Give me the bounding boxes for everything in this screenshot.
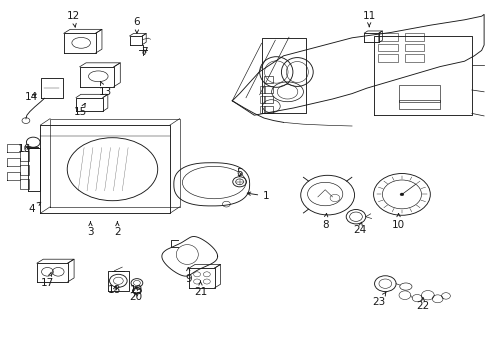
Bar xyxy=(264,86,272,93)
Bar xyxy=(404,33,424,41)
Bar xyxy=(377,44,397,51)
Bar xyxy=(20,165,28,175)
Text: 19: 19 xyxy=(129,285,142,295)
Bar xyxy=(264,76,272,83)
Bar xyxy=(398,85,439,102)
Text: 7: 7 xyxy=(141,47,147,57)
Bar xyxy=(260,96,264,103)
Text: 23: 23 xyxy=(371,292,385,307)
Bar xyxy=(260,106,264,113)
Text: 17: 17 xyxy=(41,272,55,288)
Text: 2: 2 xyxy=(114,222,121,237)
Bar xyxy=(20,151,28,161)
Text: 4: 4 xyxy=(28,202,41,214)
Bar xyxy=(264,106,272,113)
Bar xyxy=(20,179,28,189)
Bar xyxy=(377,33,397,41)
Text: 6: 6 xyxy=(133,17,140,33)
Circle shape xyxy=(399,193,403,196)
Bar xyxy=(404,54,424,62)
Text: 13: 13 xyxy=(98,81,112,97)
Text: 14: 14 xyxy=(25,92,39,102)
Bar xyxy=(264,96,272,103)
Text: 8: 8 xyxy=(321,213,328,230)
Bar xyxy=(377,54,397,62)
Text: 21: 21 xyxy=(193,281,207,297)
Text: 9: 9 xyxy=(184,267,191,284)
Text: 10: 10 xyxy=(391,213,404,230)
Text: 15: 15 xyxy=(74,103,87,117)
Text: 16: 16 xyxy=(18,144,31,154)
Text: 20: 20 xyxy=(129,292,142,302)
Text: 12: 12 xyxy=(66,11,80,27)
Text: 1: 1 xyxy=(247,191,269,201)
Text: 24: 24 xyxy=(352,222,366,235)
Bar xyxy=(260,86,264,93)
Bar xyxy=(398,100,439,109)
Text: 5: 5 xyxy=(236,168,243,178)
Text: 3: 3 xyxy=(87,222,94,237)
Text: 22: 22 xyxy=(415,298,429,311)
Text: 18: 18 xyxy=(108,285,122,295)
Bar xyxy=(404,44,424,51)
Text: 11: 11 xyxy=(362,11,375,27)
